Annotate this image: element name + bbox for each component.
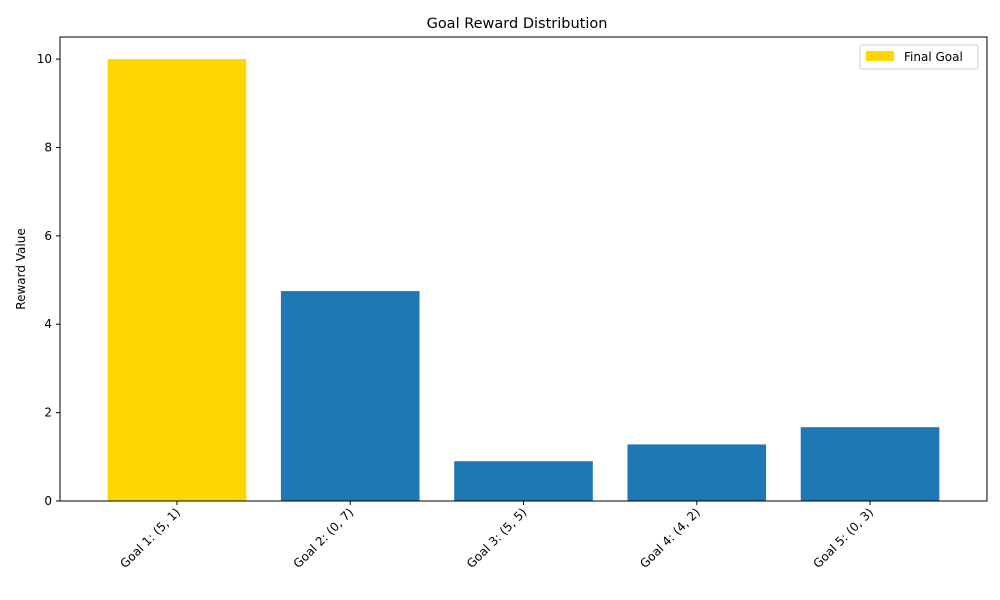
y-axis-label: Reward Value	[14, 228, 28, 309]
legend-swatch	[866, 51, 894, 61]
x-tick-label-5: Goal 5: (0, 3)	[810, 505, 876, 571]
x-tick-label-1: Goal 1: (5, 1)	[117, 505, 183, 571]
legend: Final Goal	[859, 44, 979, 70]
y-axis: 0 2 4 6 8 10	[37, 52, 60, 508]
x-axis: Goal 1: (5, 1) Goal 2: (0, 7) Goal 3: (5, …	[117, 501, 876, 571]
bar-2	[280, 291, 420, 501]
bar-5	[800, 427, 940, 501]
x-tick-label-3: Goal 3: (5, 5)	[464, 505, 530, 571]
bar-3	[454, 461, 593, 501]
bar-4	[627, 444, 767, 501]
x-tick-label-2: Goal 2: (0, 7)	[291, 505, 357, 571]
legend-label: Final Goal	[904, 50, 963, 64]
chart-title: Goal Reward Distribution	[427, 16, 608, 32]
y-tick-label-0: 0	[44, 494, 52, 508]
y-tick-label-2: 4	[44, 317, 52, 331]
bar-1	[107, 59, 247, 501]
y-tick-label-4: 8	[44, 140, 52, 154]
x-tick-label-4: Goal 4: (4, 2)	[637, 505, 703, 571]
bars	[107, 59, 940, 501]
y-tick-label-1: 2	[44, 406, 52, 420]
y-tick-label-5: 10	[37, 52, 52, 66]
y-tick-label-3: 6	[44, 229, 52, 243]
